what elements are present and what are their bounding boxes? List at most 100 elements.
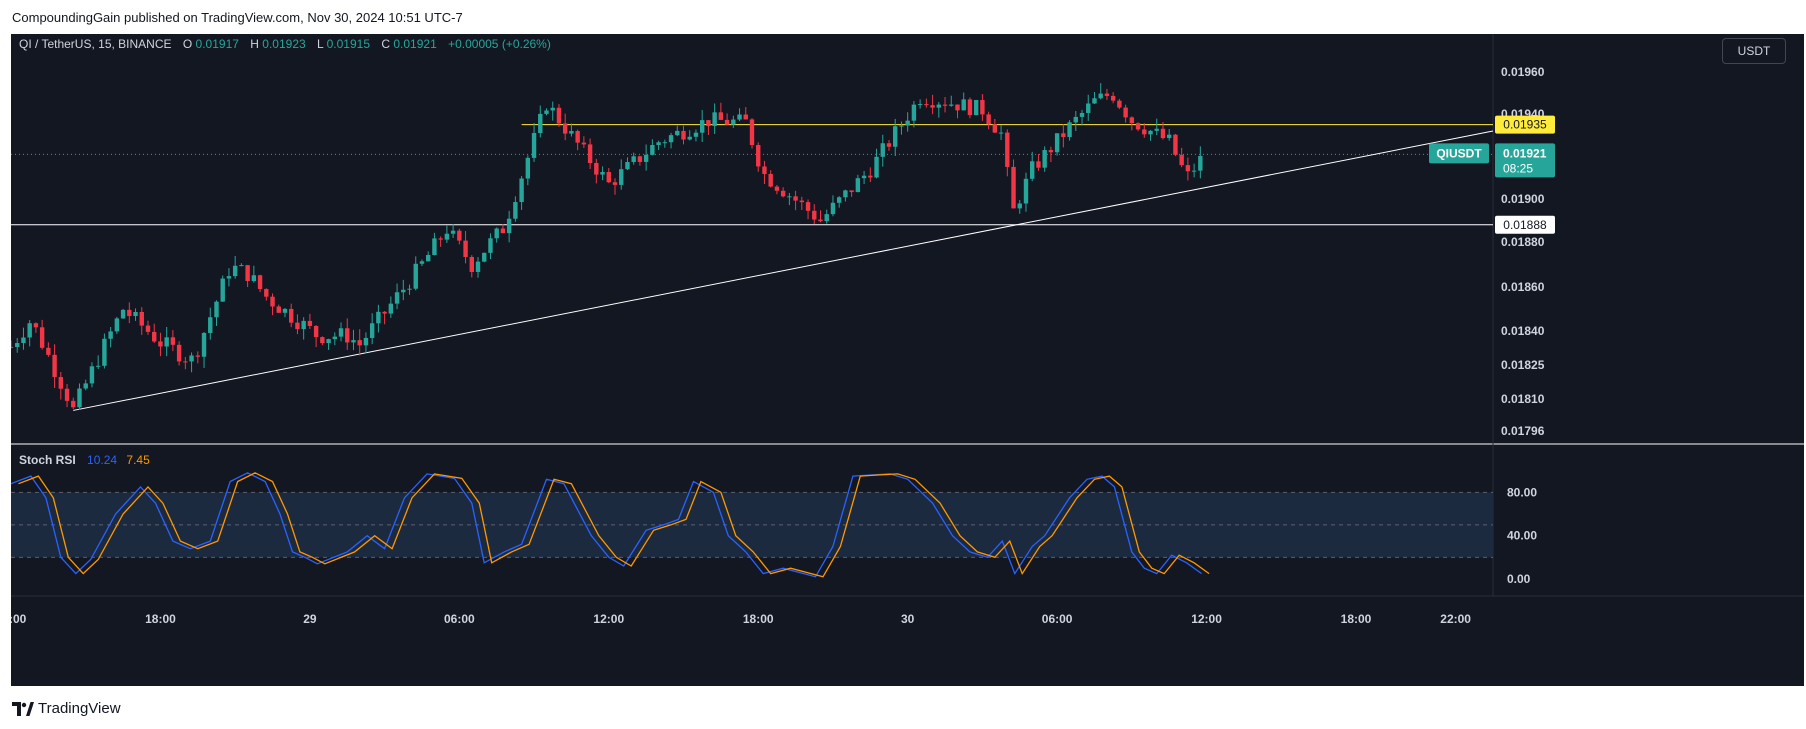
candle-body bbox=[351, 340, 356, 343]
candle-body bbox=[1129, 117, 1135, 124]
candle-body bbox=[911, 104, 917, 121]
candle-body bbox=[313, 325, 319, 338]
candle-body bbox=[133, 311, 138, 317]
candle-body bbox=[332, 336, 337, 340]
candle-body bbox=[1048, 150, 1054, 153]
price-tick-label: 0.01880 bbox=[1501, 235, 1545, 249]
candle-body bbox=[562, 123, 568, 134]
time-axis[interactable]: 12:00 18:00 29 06:00 12:00 18:00 30 06:00 12:00 1… bbox=[11, 612, 1471, 626]
candle-body bbox=[681, 130, 686, 140]
candle-body bbox=[444, 233, 450, 240]
chart-canvas[interactable]: 0.019600.019400.019000.018800.018600.018… bbox=[11, 34, 1804, 686]
candle-body bbox=[301, 320, 306, 330]
candle-body bbox=[924, 104, 929, 106]
last-price-badge: 0.01921 08:25 bbox=[1495, 143, 1555, 178]
currency-button[interactable]: USDT bbox=[1722, 38, 1786, 64]
candle-body bbox=[718, 112, 724, 120]
candle-body bbox=[805, 202, 811, 211]
candle-body bbox=[818, 219, 823, 222]
candle-body bbox=[450, 230, 456, 234]
candle-body bbox=[282, 308, 288, 313]
candle-body bbox=[899, 125, 904, 127]
candle-body bbox=[917, 104, 923, 106]
candle-body bbox=[369, 323, 375, 338]
candle-body bbox=[631, 156, 636, 163]
tradingview-logo[interactable]: TradingView bbox=[12, 700, 121, 717]
candle-body bbox=[64, 388, 70, 401]
candle-body bbox=[95, 365, 101, 367]
price-tick-label: 0.01825 bbox=[1501, 358, 1545, 372]
candle-body bbox=[494, 228, 499, 239]
candle-body bbox=[326, 339, 331, 344]
candle-body bbox=[164, 337, 169, 347]
candle-body bbox=[475, 261, 481, 272]
candle-body bbox=[394, 292, 400, 304]
candle-body bbox=[513, 202, 518, 219]
ascending-trendline[interactable] bbox=[73, 130, 1494, 411]
legend-high-label: H bbox=[250, 37, 259, 51]
candle-body bbox=[1110, 95, 1116, 101]
candle-body bbox=[1011, 166, 1016, 209]
candle-body bbox=[756, 145, 761, 167]
candle-body bbox=[843, 190, 848, 198]
candle-body bbox=[307, 320, 313, 326]
candle-body bbox=[77, 388, 82, 408]
legend-close-value: 0.01921 bbox=[393, 37, 437, 51]
candle-body bbox=[201, 332, 207, 357]
time-tick-label: 06:00 bbox=[1042, 612, 1073, 626]
candle-body bbox=[550, 107, 555, 111]
candle-body bbox=[120, 309, 126, 319]
price-tick-label: 0.01810 bbox=[1501, 392, 1545, 406]
candle-body bbox=[1086, 103, 1091, 113]
candle-body bbox=[868, 175, 873, 178]
candle-body bbox=[89, 366, 95, 384]
candle-body bbox=[195, 355, 201, 357]
candle-body bbox=[768, 173, 773, 187]
candle-body bbox=[270, 296, 275, 307]
legend-open-label: O bbox=[183, 37, 192, 51]
candle-body bbox=[1023, 178, 1029, 204]
candle-body bbox=[525, 157, 531, 179]
legend-change: +0.00005 (+0.26%) bbox=[448, 37, 551, 51]
time-tick-label: 30 bbox=[901, 612, 915, 626]
stoch-rsi-lines bbox=[11, 472, 1210, 578]
candle-body bbox=[936, 104, 942, 108]
candle-body bbox=[955, 104, 960, 111]
candle-body bbox=[276, 306, 281, 313]
candle-body bbox=[793, 196, 798, 201]
candle-body bbox=[176, 344, 182, 362]
candle-body bbox=[1154, 128, 1159, 131]
publisher-line: CompoundingGain published on TradingView… bbox=[12, 10, 463, 25]
time-tick-label: 12:00 bbox=[593, 612, 624, 626]
candle-body bbox=[232, 265, 238, 277]
candle-body bbox=[762, 166, 767, 174]
stoch-tick-label: 40.00 bbox=[1507, 529, 1537, 543]
time-tick-label: 29 bbox=[303, 612, 317, 626]
candle-body bbox=[1042, 150, 1047, 168]
candle-body bbox=[824, 214, 829, 222]
chart-area[interactable]: 0.01960 0.01940 0.01900 0.01880 0.01860 0.018… bbox=[11, 34, 1804, 686]
candle-body bbox=[401, 289, 406, 293]
tradingview-logo-icon bbox=[12, 701, 34, 716]
resistance-price-badge: 0.01935 bbox=[1495, 115, 1555, 134]
candle-body bbox=[295, 322, 300, 330]
candle-body bbox=[357, 340, 362, 346]
candle-body bbox=[1073, 116, 1078, 123]
candle-body bbox=[264, 289, 269, 297]
candle-body bbox=[600, 172, 605, 175]
candle-body bbox=[15, 343, 20, 348]
candle-body bbox=[52, 354, 57, 378]
symbol-tag-badge: QIUSDT bbox=[1429, 143, 1489, 164]
candle-body bbox=[519, 178, 524, 203]
candle-body bbox=[1079, 112, 1085, 117]
candle-body bbox=[1117, 100, 1122, 108]
candle-body bbox=[998, 132, 1004, 134]
legend-low-value: 0.01915 bbox=[327, 37, 371, 51]
candle-body bbox=[11, 346, 14, 348]
candle-body bbox=[1017, 203, 1022, 209]
candle-body bbox=[27, 323, 32, 338]
candle-body bbox=[108, 331, 113, 339]
stoch-legend: Stoch RSI 10.24 7.45 bbox=[19, 453, 150, 467]
symbol-tag-label: QIUSDT bbox=[1436, 146, 1482, 160]
candle-body bbox=[830, 202, 836, 215]
